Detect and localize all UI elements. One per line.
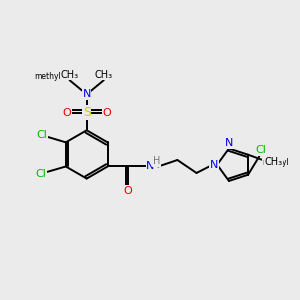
Text: CH₃: CH₃ xyxy=(95,70,113,80)
Text: O: O xyxy=(62,108,71,118)
Text: N: N xyxy=(82,89,91,99)
Text: Cl: Cl xyxy=(36,169,46,179)
Text: methyl: methyl xyxy=(262,158,289,166)
Text: N: N xyxy=(225,138,233,148)
Text: O: O xyxy=(102,108,111,118)
Text: S: S xyxy=(83,106,91,119)
Text: CH₃: CH₃ xyxy=(265,157,283,167)
Text: Cl: Cl xyxy=(36,130,47,140)
Text: N: N xyxy=(210,160,218,170)
Text: N: N xyxy=(146,161,154,172)
Text: O: O xyxy=(124,186,133,196)
Text: methyl: methyl xyxy=(34,72,62,81)
Text: Cl: Cl xyxy=(255,145,266,155)
Text: H: H xyxy=(153,156,160,166)
Text: CH₃: CH₃ xyxy=(61,70,79,80)
